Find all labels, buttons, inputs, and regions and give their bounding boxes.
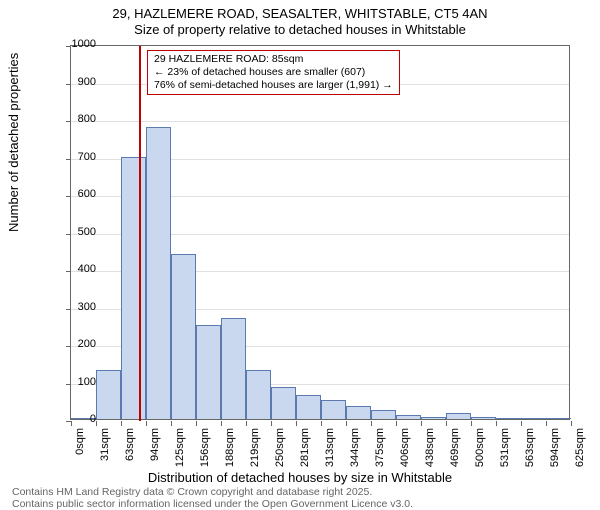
x-tick-label: 500sqm bbox=[474, 428, 486, 488]
marker-line bbox=[139, 46, 141, 421]
x-tick bbox=[321, 421, 322, 426]
y-tick-label: 800 bbox=[36, 113, 96, 125]
y-tick-label: 500 bbox=[36, 226, 96, 238]
plot-area: 29 HAZLEMERE ROAD: 85sqm← 23% of detache… bbox=[70, 45, 570, 420]
histogram-bar bbox=[171, 254, 196, 419]
x-tick-label: 156sqm bbox=[199, 428, 211, 488]
histogram-bar bbox=[96, 370, 121, 419]
x-tick-label: 188sqm bbox=[224, 428, 236, 488]
title-line-1: 29, HAZLEMERE ROAD, SEASALTER, WHITSTABL… bbox=[0, 6, 600, 22]
x-tick-label: 94sqm bbox=[149, 428, 161, 488]
title-block: 29, HAZLEMERE ROAD, SEASALTER, WHITSTABL… bbox=[0, 0, 600, 39]
x-tick bbox=[396, 421, 397, 426]
histogram-bar bbox=[321, 400, 346, 419]
histogram-bar bbox=[546, 418, 571, 419]
x-tick-label: 313sqm bbox=[324, 428, 336, 488]
x-tick-label: 563sqm bbox=[524, 428, 536, 488]
callout-line: 29 HAZLEMERE ROAD: 85sqm bbox=[154, 53, 393, 66]
y-tick-label: 300 bbox=[36, 301, 96, 313]
histogram-bar bbox=[271, 387, 296, 419]
histogram-bar bbox=[346, 406, 371, 419]
x-tick bbox=[271, 421, 272, 426]
x-tick-label: 344sqm bbox=[349, 428, 361, 488]
marker-callout: 29 HAZLEMERE ROAD: 85sqm← 23% of detache… bbox=[147, 50, 400, 95]
histogram-bar bbox=[521, 418, 546, 419]
histogram-bar bbox=[421, 417, 446, 419]
x-tick bbox=[571, 421, 572, 426]
histogram-bar bbox=[296, 395, 321, 419]
title-line-2: Size of property relative to detached ho… bbox=[0, 22, 600, 38]
x-tick bbox=[146, 421, 147, 426]
chart-inner: 29 HAZLEMERE ROAD: 85sqm← 23% of detache… bbox=[70, 45, 570, 420]
y-tick-label: 700 bbox=[36, 151, 96, 163]
y-tick-label: 1000 bbox=[36, 38, 96, 50]
y-tick-label: 600 bbox=[36, 188, 96, 200]
x-tick bbox=[371, 421, 372, 426]
x-tick-label: 625sqm bbox=[574, 428, 586, 488]
gridline bbox=[71, 121, 569, 122]
x-tick-label: 594sqm bbox=[549, 428, 561, 488]
x-tick-label: 375sqm bbox=[374, 428, 386, 488]
chart-container: 29, HAZLEMERE ROAD, SEASALTER, WHITSTABL… bbox=[0, 0, 600, 500]
y-tick-label: 400 bbox=[36, 263, 96, 275]
x-tick bbox=[246, 421, 247, 426]
x-tick-label: 0sqm bbox=[74, 428, 86, 488]
histogram-bar bbox=[396, 415, 421, 419]
histogram-bar bbox=[146, 127, 171, 420]
x-tick bbox=[446, 421, 447, 426]
x-tick bbox=[96, 421, 97, 426]
x-tick-label: 469sqm bbox=[449, 428, 461, 488]
x-tick-label: 406sqm bbox=[399, 428, 411, 488]
callout-line: ← 23% of detached houses are smaller (60… bbox=[154, 66, 393, 79]
histogram-bar bbox=[196, 325, 221, 419]
histogram-bar bbox=[471, 417, 496, 419]
x-tick-label: 250sqm bbox=[274, 428, 286, 488]
histogram-bar bbox=[246, 370, 271, 419]
y-tick-label: 0 bbox=[36, 413, 96, 425]
x-tick bbox=[421, 421, 422, 426]
x-tick-label: 31sqm bbox=[99, 428, 111, 488]
x-tick-label: 63sqm bbox=[124, 428, 136, 488]
x-tick bbox=[496, 421, 497, 426]
y-tick-label: 100 bbox=[36, 376, 96, 388]
callout-line: 76% of semi-detached houses are larger (… bbox=[154, 79, 393, 92]
x-tick-label: 125sqm bbox=[174, 428, 186, 488]
footer: Contains HM Land Registry data © Crown c… bbox=[12, 486, 413, 510]
x-tick-label: 219sqm bbox=[249, 428, 261, 488]
x-tick bbox=[121, 421, 122, 426]
x-tick-label: 281sqm bbox=[299, 428, 311, 488]
x-tick-label: 531sqm bbox=[499, 428, 511, 488]
histogram-bar bbox=[221, 318, 246, 419]
histogram-bar bbox=[496, 418, 521, 419]
y-tick-label: 200 bbox=[36, 338, 96, 350]
x-tick bbox=[471, 421, 472, 426]
x-tick bbox=[521, 421, 522, 426]
y-tick-label: 900 bbox=[36, 76, 96, 88]
histogram-bar bbox=[446, 413, 471, 419]
y-axis-label: Number of detached properties bbox=[6, 53, 21, 232]
x-tick bbox=[171, 421, 172, 426]
x-tick bbox=[346, 421, 347, 426]
x-tick bbox=[221, 421, 222, 426]
x-tick bbox=[196, 421, 197, 426]
x-tick bbox=[296, 421, 297, 426]
x-tick bbox=[546, 421, 547, 426]
histogram-bar bbox=[371, 410, 396, 419]
x-tick-label: 438sqm bbox=[424, 428, 436, 488]
histogram-bar bbox=[121, 157, 146, 420]
